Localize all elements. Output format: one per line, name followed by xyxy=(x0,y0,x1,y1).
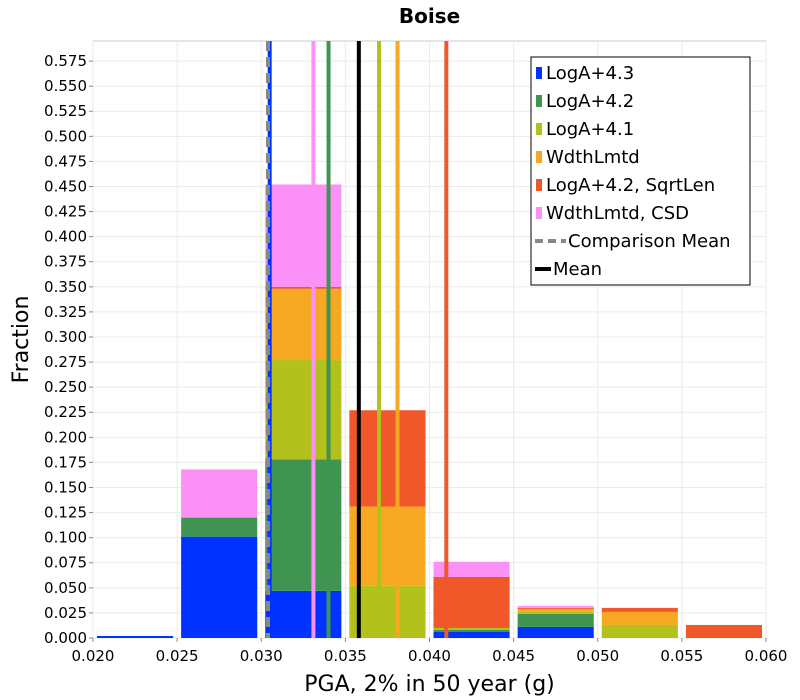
bar-segment-wdthlmtd-csd xyxy=(181,469,258,518)
y-tick-label: 0.100 xyxy=(44,529,87,547)
bar-segment-loga-4-1 xyxy=(517,611,594,614)
bar-segment-loga-4-2-sqrtlen xyxy=(349,410,426,507)
axes: 0.000 0.025 0.050 0.075 0.100 0.125 0.150 0.175… xyxy=(44,52,787,665)
bar-segment-loga-4-3 xyxy=(181,536,258,638)
y-tick-label: 0.025 xyxy=(44,604,87,622)
bar-segment-wdthlmtd-csd xyxy=(433,561,510,577)
y-tick-label: 0.175 xyxy=(44,453,87,471)
mean-lines xyxy=(265,41,449,638)
legend-label: WdthLmtd, CSD xyxy=(546,203,689,224)
legend-swatch xyxy=(536,179,542,191)
x-tick-label: 0.040 xyxy=(408,647,451,665)
x-tick-label: 0.035 xyxy=(324,647,367,665)
bar-segment-wdthlmtd-csd xyxy=(517,605,594,608)
legend-label: LogA+4.1 xyxy=(546,119,634,140)
bar-segment-loga-4-1 xyxy=(601,624,678,638)
y-tick-label: 0.275 xyxy=(44,353,87,371)
bar-segment-loga-4-2 xyxy=(433,629,510,632)
chart-title: Boise xyxy=(399,4,460,28)
legend-box xyxy=(530,56,751,286)
x-tick-label: 0.045 xyxy=(492,647,535,665)
y-tick-label: 0.075 xyxy=(44,554,87,572)
legend-label: LogA+4.2, SqrtLen xyxy=(546,175,715,196)
bar-segment-loga-4-2-sqrtlen xyxy=(685,624,762,638)
bar-segment-loga-4-3 xyxy=(433,631,510,638)
y-tick-label: 0.525 xyxy=(44,102,87,120)
y-tick-label: 0.325 xyxy=(44,303,87,321)
legend-swatch xyxy=(536,151,542,163)
y-tick-label: 0.125 xyxy=(44,504,87,522)
x-tick-label: 0.060 xyxy=(745,647,788,665)
x-axis-title: PGA, 2% in 50 year (g) xyxy=(304,672,555,697)
bar-segment-wdthlmtd xyxy=(601,611,678,625)
legend-label: Comparison Mean xyxy=(568,231,731,252)
bar-segment-loga-4-2-sqrtlen xyxy=(517,607,594,609)
legend-label: LogA+4.2 xyxy=(546,91,634,112)
x-tick-label: 0.020 xyxy=(72,647,115,665)
y-tick-label: 0.350 xyxy=(44,278,87,296)
x-tick-label: 0.025 xyxy=(156,647,199,665)
y-tick-label: 0.150 xyxy=(44,478,87,496)
y-tick-label: 0.000 xyxy=(44,629,87,647)
y-tick-label: 0.575 xyxy=(44,52,87,70)
bar-segment-loga-4-3 xyxy=(517,626,594,638)
y-tick-label: 0.550 xyxy=(44,77,87,95)
y-tick-label: 0.375 xyxy=(44,253,87,271)
legend-label: Mean xyxy=(553,259,602,280)
legend-swatch xyxy=(536,207,542,219)
bar-segment-loga-4-1 xyxy=(349,585,426,638)
bar-segment-loga-4-2-sqrtlen xyxy=(601,607,678,612)
y-tick-label: 0.500 xyxy=(44,127,87,145)
x-tick-label: 0.055 xyxy=(660,647,703,665)
legend-label: LogA+4.3 xyxy=(546,63,634,84)
y-tick-label: 0.225 xyxy=(44,403,87,421)
bar-segment-loga-4-2 xyxy=(181,517,258,537)
legend-swatch xyxy=(536,123,542,135)
y-tick-label: 0.450 xyxy=(44,177,87,195)
legend-swatch xyxy=(536,67,542,79)
bar-segment-loga-4-3 xyxy=(97,635,174,638)
y-tick-label: 0.400 xyxy=(44,228,87,246)
legend-label: WdthLmtd xyxy=(546,147,640,168)
legend-swatch xyxy=(536,95,542,107)
legend: LogA+4.3 LogA+4.2 LogA+4.1 WdthLmtd LogA+4.2… xyxy=(530,56,751,286)
bar-segment-wdthlmtd xyxy=(349,506,426,586)
bar-segment-loga-4-1 xyxy=(433,627,510,630)
y-tick-label: 0.475 xyxy=(44,152,87,170)
y-axis-title: Fraction xyxy=(9,296,34,384)
y-tick-label: 0.250 xyxy=(44,378,87,396)
y-tick-label: 0.425 xyxy=(44,203,87,221)
y-tick-label: 0.050 xyxy=(44,579,87,597)
bar-segment-loga-4-2 xyxy=(517,613,594,627)
y-tick-label: 0.300 xyxy=(44,328,87,346)
x-tick-label: 0.030 xyxy=(240,647,283,665)
bar-segment-wdthlmtd xyxy=(517,608,594,612)
bar-segment-loga-4-2-sqrtlen xyxy=(265,286,342,289)
x-tick-label: 0.050 xyxy=(576,647,619,665)
y-tick-label: 0.200 xyxy=(44,428,87,446)
